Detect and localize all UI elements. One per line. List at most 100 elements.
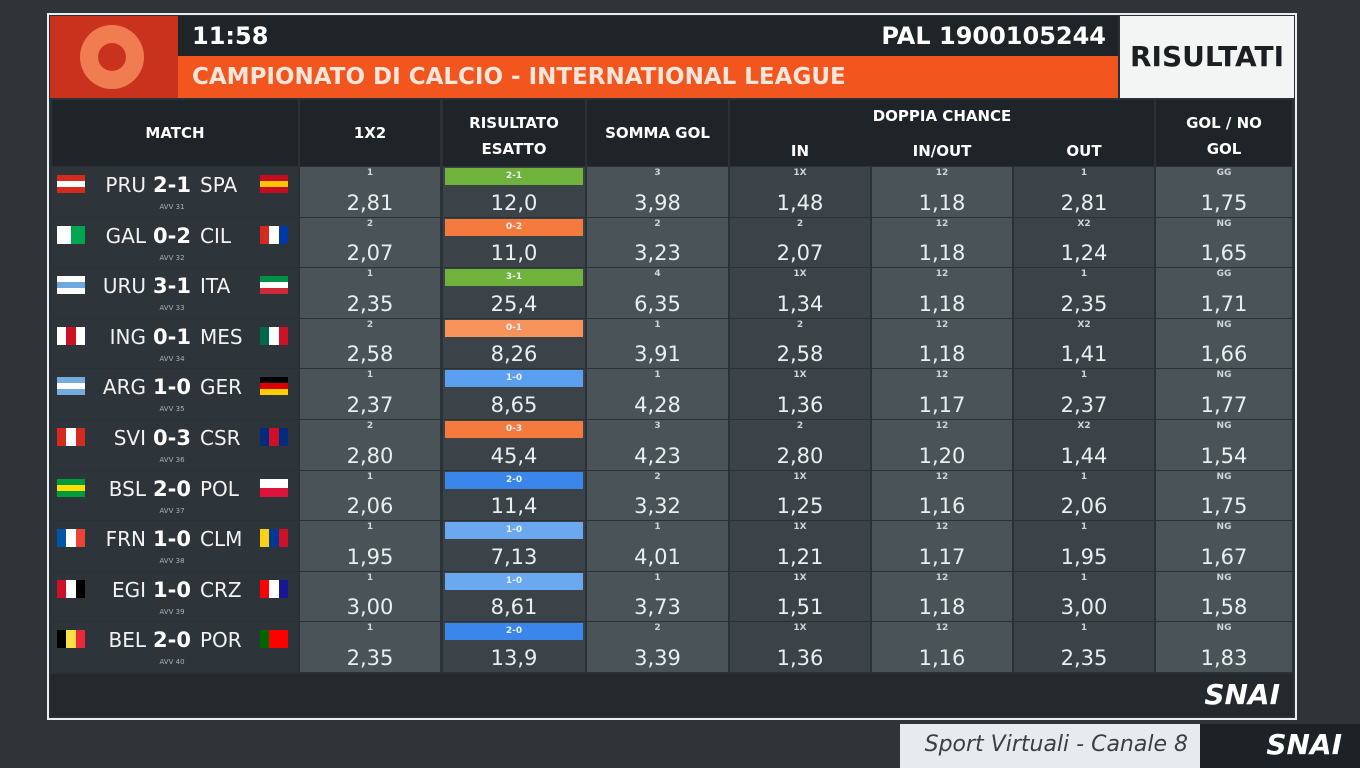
- flag: [260, 579, 288, 598]
- away-team: CLM: [200, 527, 243, 552]
- odds-cell: 0-2 11,0: [443, 217, 585, 268]
- away-team: CRZ: [200, 577, 242, 602]
- odds-cell: 12 1,18: [872, 167, 1012, 217]
- odds-cell: 2 3,32: [587, 470, 728, 521]
- odds-label: 12: [935, 370, 949, 381]
- channel: Sport Virtuali - Canale 8: [924, 732, 1188, 757]
- exact-score-badge: 2-0: [445, 471, 583, 489]
- odds-label: 2: [366, 421, 374, 431]
- odds-value: 1,20: [918, 443, 966, 468]
- away-team: SPA: [200, 173, 238, 197]
- flag: [57, 529, 85, 548]
- odds-cell: GG 1,75: [1156, 167, 1292, 217]
- odds-cell: X2 1,41: [1014, 318, 1154, 369]
- exact-score-badge: 0-2: [445, 218, 583, 236]
- away-team: MES: [200, 324, 243, 349]
- odds-label: 1: [366, 168, 374, 178]
- odds-label: 1: [654, 522, 661, 533]
- home-team: SVI: [113, 426, 146, 450]
- match-score: 1-0: [153, 577, 191, 602]
- odds-value: 2,80: [776, 443, 824, 468]
- odds-cell: 1 2,06: [300, 470, 440, 521]
- odds-label: NG: [1216, 319, 1232, 330]
- match-cell: [52, 167, 298, 217]
- odds-value: 4,01: [634, 544, 681, 569]
- match-score: 0-1: [153, 324, 191, 349]
- odds-cell: 1 3,73: [587, 571, 728, 622]
- odds-value: 1,65: [1200, 241, 1248, 266]
- away-team: CSR: [200, 426, 241, 450]
- odds-value: 1,44: [1060, 443, 1108, 468]
- odds-cell: 1-0 7,13: [443, 521, 585, 571]
- odds-cell: 2 2,80: [730, 420, 870, 470]
- league: CAMPIONATO DI CALCIO - INTERNATIONAL LEA…: [192, 64, 846, 90]
- odds-label: 4: [654, 269, 661, 280]
- flag: [57, 579, 85, 598]
- flag: [57, 630, 85, 649]
- flag: [57, 428, 85, 446]
- odds-cell: 1 3,00: [1014, 571, 1154, 622]
- odds-value: 1,18: [918, 190, 966, 215]
- odds-cell: 12 1,20: [872, 420, 1012, 470]
- odds-label: NG: [1216, 218, 1232, 229]
- odds-label: 12: [935, 421, 949, 431]
- match-cell: [52, 420, 298, 470]
- round-number: AVV 36: [159, 456, 185, 464]
- footer-bar: [50, 674, 1293, 716]
- odds-cell: 1X 1,34: [730, 268, 870, 318]
- odds-label: 1: [654, 572, 661, 583]
- odds-label: 1X: [793, 572, 807, 583]
- odds-label: 12: [935, 319, 949, 330]
- odds-value: 3,98: [634, 190, 681, 215]
- away-team: CIL: [200, 223, 232, 248]
- odds-value: 13,9: [490, 645, 538, 670]
- home-team: ARG: [102, 375, 146, 400]
- odds-label: 2: [796, 319, 804, 330]
- odds-value: 1,25: [776, 494, 824, 519]
- odds-value: 2,06: [1060, 494, 1108, 519]
- odds-cell: 1 3,91: [587, 318, 728, 369]
- odds-cell: 3 3,98: [587, 167, 728, 217]
- odds-value: 1,75: [1200, 494, 1248, 519]
- odds-label: 2: [654, 623, 661, 634]
- odds-value: 2,07: [346, 241, 394, 266]
- odds-value: 1,18: [918, 342, 966, 367]
- odds-cell: 1X 1,48: [730, 167, 870, 217]
- odds-cell: 0-3 45,4: [443, 420, 585, 470]
- flag: [260, 630, 288, 649]
- exact-score-badge: 0-3: [445, 421, 583, 438]
- odds-label: 2: [654, 471, 661, 482]
- odds-value: 4,23: [634, 443, 681, 468]
- header-cell: [300, 100, 440, 166]
- odds-cell: 2 2,07: [300, 217, 440, 268]
- match-cell: [52, 268, 298, 318]
- logo-box: [50, 16, 178, 98]
- home-team: URU: [102, 274, 146, 299]
- odds-cell: 2 2,07: [730, 217, 870, 268]
- odds-cell: 2 3,23: [587, 217, 728, 268]
- odds-label: 1: [1080, 269, 1088, 280]
- odds-value: 1,18: [918, 595, 966, 620]
- match-cell: [52, 369, 298, 419]
- flag: [260, 175, 288, 193]
- exact-score-badge: 2-1: [445, 168, 583, 185]
- odds-label: 1: [654, 370, 661, 381]
- odds-value: 3,00: [1060, 595, 1108, 620]
- match-cell: [52, 622, 298, 672]
- column-header: OUT: [1066, 142, 1102, 160]
- odds-value: 12,0: [490, 190, 538, 215]
- odds-label: GG: [1216, 269, 1232, 280]
- odds-value: 2,35: [346, 645, 394, 670]
- odds-value: 1,51: [776, 595, 824, 620]
- flag: [57, 175, 85, 193]
- odds-value: 8,65: [490, 392, 538, 417]
- top-bar: [178, 16, 1118, 56]
- exact-score-badge: 1-0: [445, 370, 583, 388]
- logo-icon: [80, 25, 144, 89]
- exact-score-badge: 3-1: [445, 269, 583, 287]
- channel-logo-box: [1200, 724, 1360, 768]
- odds-cell: 1 2,35: [1014, 268, 1154, 318]
- odds-value: 8,26: [490, 342, 538, 367]
- column-header: IN/OUT: [912, 142, 972, 160]
- flag: [260, 428, 288, 446]
